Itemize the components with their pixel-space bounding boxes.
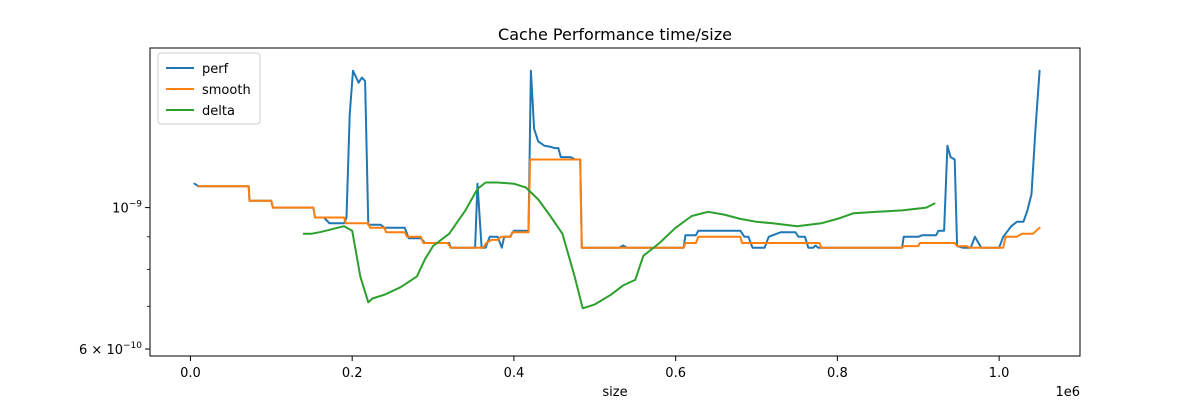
plot-frame <box>149 47 1081 357</box>
y-tick-label: 6 × 10−10 <box>79 341 142 358</box>
x-tick-label: 0.2 <box>342 366 363 381</box>
legend-label-perf: perf <box>202 62 229 77</box>
x-tick-label: 0.6 <box>665 366 686 381</box>
plot-area <box>150 48 1080 356</box>
series-line-smooth <box>197 158 1041 249</box>
legend-label-delta: delta <box>202 104 235 119</box>
x-tick-label: 0.8 <box>827 366 848 381</box>
legend: perf smooth delta <box>157 52 261 125</box>
series-layer <box>193 69 1041 310</box>
series-line-delta <box>302 181 936 310</box>
y-tick-label: 10−9 <box>112 200 142 217</box>
legend-label-smooth: smooth <box>202 83 251 98</box>
legend-box <box>157 52 261 125</box>
x-tick-label: 0.4 <box>504 366 525 381</box>
x-tick-label: 1.0 <box>989 366 1010 381</box>
series-line-perf <box>193 69 1041 249</box>
chart-title: Cache Performance time/size <box>498 25 732 44</box>
x-axis-label: size <box>602 385 627 400</box>
x-axis-offset-label: 1e6 <box>1055 385 1080 400</box>
x-tick-label: 0.0 <box>180 366 201 381</box>
x-axis: 0.0 0.2 0.4 0.6 0.8 1.0 <box>180 356 1009 381</box>
y-axis: 10−9 6 × 10−10 <box>79 200 150 358</box>
